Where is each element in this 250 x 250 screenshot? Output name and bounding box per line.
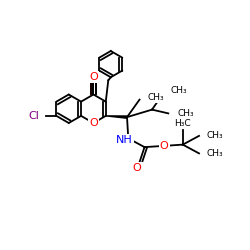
Text: CH₃: CH₃ <box>206 131 223 140</box>
Text: CH₃: CH₃ <box>147 92 164 102</box>
Text: CH₃: CH₃ <box>171 86 188 95</box>
Text: Cl: Cl <box>29 111 40 121</box>
Text: NH: NH <box>116 134 133 144</box>
Text: O: O <box>160 141 168 151</box>
Polygon shape <box>106 116 127 118</box>
Text: O: O <box>133 163 141 173</box>
Text: H₃C: H₃C <box>174 119 191 128</box>
Text: O: O <box>89 72 98 82</box>
Text: O: O <box>89 118 98 128</box>
Text: CH₃: CH₃ <box>206 149 223 158</box>
Text: CH₃: CH₃ <box>177 109 194 118</box>
